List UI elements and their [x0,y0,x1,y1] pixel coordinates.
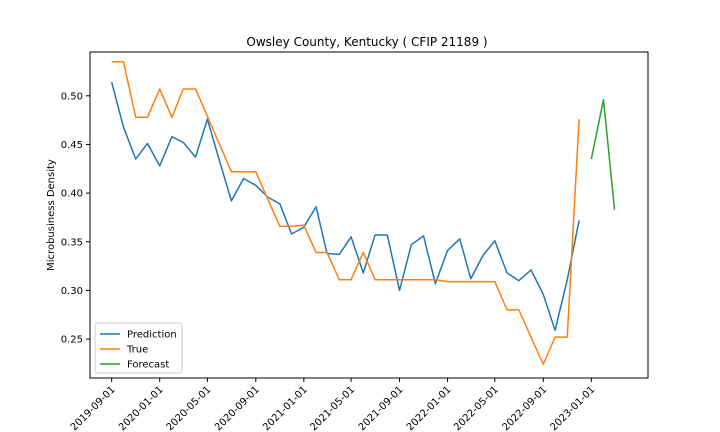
series-line-prediction [110,81,580,332]
plot-frame [89,51,649,379]
legend-label-true: True [126,345,148,356]
legend: Prediction True Forecast [94,322,183,374]
legend-label-prediction: Prediction [127,330,177,341]
y-axis: 0.25 0.30 0.35 0.40 0.45 0.50 [61,91,90,346]
y-tick-label: 0.30 [61,286,83,297]
series-line-forecast [590,98,616,210]
series-line-true [111,60,580,366]
y-tick-label: 0.40 [61,189,83,200]
y-tick-label: 0.45 [61,140,83,151]
y-tick-label: 0.25 [61,335,83,346]
legend-label-forecast: Forecast [127,360,169,371]
y-axis-label: Microbusiness Density [46,159,57,271]
chart-title: Owsley County, Kentucky ( CFIP 21189 ) [246,35,487,49]
plot-area [110,60,616,366]
y-tick-label: 0.50 [61,91,83,102]
legend-box [94,322,183,374]
y-tick-label: 0.35 [61,237,83,248]
